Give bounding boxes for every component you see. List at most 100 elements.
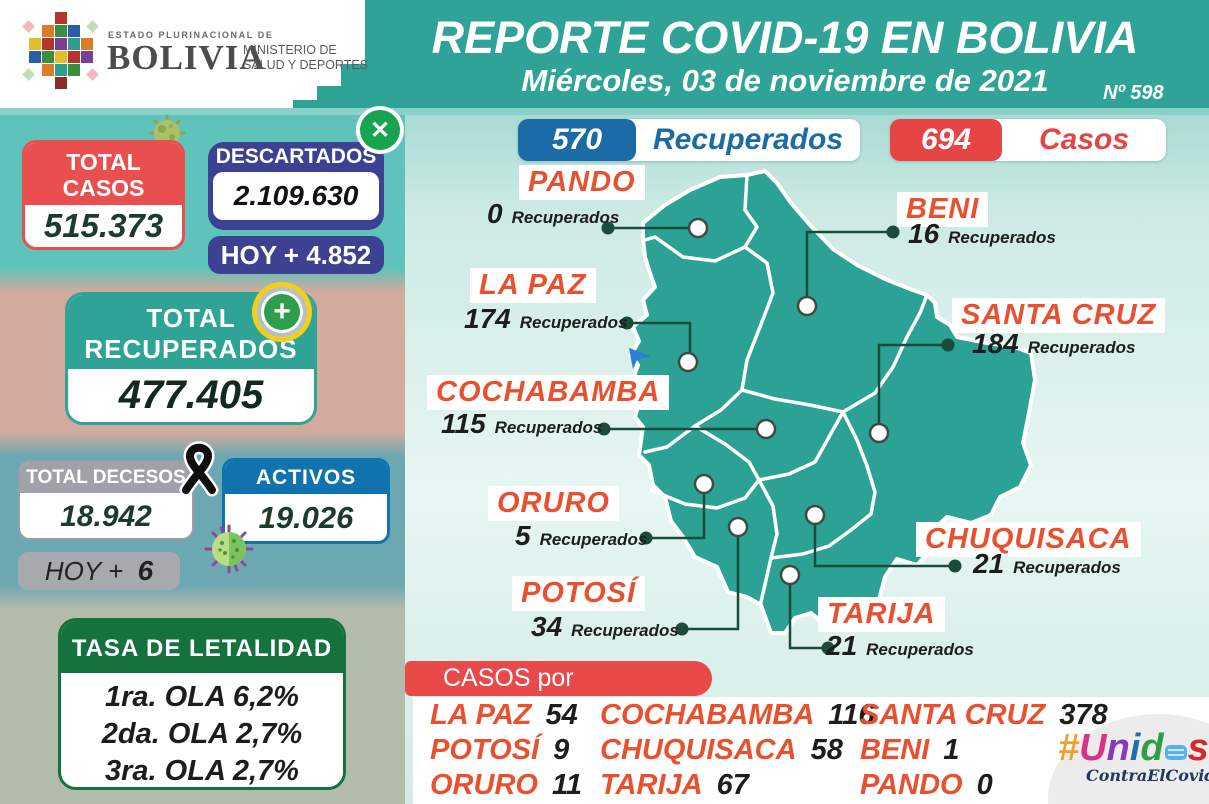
case-dept-value: 54 xyxy=(545,699,578,731)
plus-circle-icon: + xyxy=(252,282,312,342)
bolivia-mosaic-logo-icon xyxy=(22,12,99,89)
fatality-rate-wave3: 3ra. OLA 2,7% xyxy=(105,755,299,787)
case-dept-value: 11 xyxy=(551,769,583,801)
recovered-badge-value: 570 xyxy=(518,119,636,161)
dept-recovered-word: Recuperados xyxy=(1027,338,1136,357)
case-item: ORURO 11 xyxy=(430,769,582,804)
unidos-letter: U xyxy=(1079,727,1107,769)
dept-recovered-word: Recuperados xyxy=(571,621,679,640)
brand-small-text: ESTADO PLURINACIONAL DE xyxy=(108,30,274,40)
unidos-letter: d xyxy=(1140,727,1164,769)
header-step-decoration xyxy=(317,86,343,108)
recovered-total-badge: 570 Recuperados xyxy=(518,119,860,161)
dept-recovered-chuquisaca: 21 Recuperados xyxy=(973,548,1121,580)
dept-recovered-word: Recuperados xyxy=(494,418,603,437)
cases-total-badge: 694 Casos xyxy=(890,119,1166,161)
dept-label-pando: PANDO xyxy=(519,165,645,200)
discarded-today-pill: HOY + 4.852 xyxy=(208,236,384,274)
unidos-contra-el-covid-logo: #Unid s ContraElCovid xyxy=(1058,727,1209,785)
dept-recovered-word: Recuperados xyxy=(948,228,1056,247)
virus-icon xyxy=(204,524,254,574)
report-number: Nº 598 xyxy=(1103,82,1164,104)
cases-column-2: COCHABAMBA 116 CHUQUISACA 58 TARIJA 67 xyxy=(600,699,875,804)
case-dept-name: POTOSÍ xyxy=(430,734,540,766)
header-step-decoration xyxy=(341,64,367,108)
dept-recovered-value: 115 xyxy=(441,408,486,439)
discarded-header: DESCARTADOS xyxy=(215,145,377,168)
unidos-letter: i xyxy=(1129,727,1141,769)
total-recovered-card: TOTAL RECUPERADOS 477.405 xyxy=(65,292,317,425)
dept-recovered-word: Recuperados xyxy=(511,208,620,227)
total-cases-label2: CASOS xyxy=(62,175,145,201)
mourning-ribbon-icon xyxy=(179,441,219,497)
dept-recovered-word: Recuperados xyxy=(1013,558,1121,577)
cases-by-department-badge: CASOS por departamento xyxy=(405,661,712,727)
dept-label-oruro: ORURO xyxy=(488,486,619,521)
dept-recovered-value: 0 xyxy=(487,198,503,229)
total-cases-header: TOTAL CASOS xyxy=(25,143,182,205)
discarded-card: DESCARTADOS 2.109.630 xyxy=(208,142,384,230)
dept-recovered-beni: 16 Recuperados xyxy=(908,218,1056,250)
case-dept-name: BENI xyxy=(860,734,930,766)
case-dept-value: 9 xyxy=(553,734,570,766)
case-dept-name: SANTA CRUZ xyxy=(860,699,1046,731)
dept-recovered-word: Recuperados xyxy=(539,530,648,549)
discarded-value: 2.109.630 xyxy=(233,180,359,211)
case-item: CHUQUISACA 58 xyxy=(600,734,875,769)
active-cases-value: 19.026 xyxy=(258,500,354,535)
total-recovered-value: 477.405 xyxy=(118,373,264,417)
case-item: LA PAZ 54 xyxy=(430,699,582,734)
dept-label-cochabamba: COCHABAMBA xyxy=(427,375,670,410)
case-dept-name: PANDO xyxy=(860,769,963,801)
dept-recovered-santa-cruz: 184 Recuperados xyxy=(972,328,1135,360)
ministry-line1: MINISTERIO DE xyxy=(243,43,337,57)
dept-recovered-value: 5 xyxy=(515,520,531,551)
active-cases-card: ACTIVOS 19.026 xyxy=(222,458,390,544)
fatality-rate-card: TASA DE LETALIDAD 1ra. OLA 6,2% 2da. OLA… xyxy=(58,618,346,790)
fatality-rate-header: TASA DE LETALIDAD xyxy=(61,621,343,673)
dept-recovered-value: 16 xyxy=(908,218,940,249)
dept-recovered-la-paz: 174 Recuperados xyxy=(464,303,627,335)
total-recovered-label2: RECUPERADOS xyxy=(84,334,298,364)
case-dept-value: 116 xyxy=(828,699,875,731)
dept-label-beni: BENI xyxy=(897,192,989,227)
ministry-line2: SALUD Y DEPORTES xyxy=(243,58,369,72)
dept-recovered-pando: 0 Recuperados xyxy=(487,198,619,230)
dept-recovered-oruro: 5 Recuperados xyxy=(515,520,647,552)
case-item: SANTA CRUZ 378 xyxy=(860,699,1108,734)
brand-name: BOLIVIA xyxy=(107,38,266,77)
dept-recovered-cochabamba: 115 Recuperados xyxy=(441,408,602,440)
cases-column-1: LA PAZ 54 POTOSÍ 9 ORURO 11 xyxy=(430,699,582,804)
dept-label-tarija: TARIJA xyxy=(818,597,945,632)
total-recovered-label1: TOTAL xyxy=(146,303,236,333)
dept-recovered-value: 21 xyxy=(826,630,858,661)
hashtag-glyph: # xyxy=(1058,727,1080,769)
case-dept-value: 1 xyxy=(943,734,960,766)
case-item: PANDO 0 xyxy=(860,769,1108,804)
case-item: BENI 1 xyxy=(860,734,1108,769)
plus-ring-gray: + xyxy=(257,287,307,337)
dept-recovered-tarija: 21 Recuperados xyxy=(826,630,974,662)
dept-label-potosi: POTOSÍ xyxy=(512,576,646,611)
x-glyph: ✕ xyxy=(360,110,400,150)
x-circle-icon: ✕ xyxy=(356,106,404,154)
total-deaths-card: TOTAL DECESOS 18.942 xyxy=(18,460,194,540)
total-cases-value: 515.373 xyxy=(43,207,164,244)
fatality-rate-wave2: 2da. OLA 2,7% xyxy=(101,718,303,750)
deaths-today-pill: HOY + 6 xyxy=(18,552,180,590)
recovered-badge-label: Recuperados xyxy=(652,123,844,156)
total-cases-label1: TOTAL xyxy=(66,149,141,175)
dept-label-santa-cruz: SANTA CRUZ xyxy=(952,298,1166,333)
case-dept-name: COCHABAMBA xyxy=(600,699,815,731)
ministry-name: MINISTERIO DE SALUD Y DEPORTES xyxy=(243,43,368,73)
dept-label-la-paz: LA PAZ xyxy=(470,268,596,303)
divider-strip xyxy=(0,108,1209,115)
total-deaths-value: 18.942 xyxy=(60,500,152,533)
dept-recovered-potosi: 34 Recuperados xyxy=(531,611,679,643)
dept-recovered-value: 174 xyxy=(464,303,511,334)
case-dept-name: ORURO xyxy=(430,769,538,801)
face-mask-icon xyxy=(1164,745,1187,760)
unidos-tagline: ContraElCovid xyxy=(1086,766,1209,785)
case-dept-name: CHUQUISACA xyxy=(600,734,797,766)
